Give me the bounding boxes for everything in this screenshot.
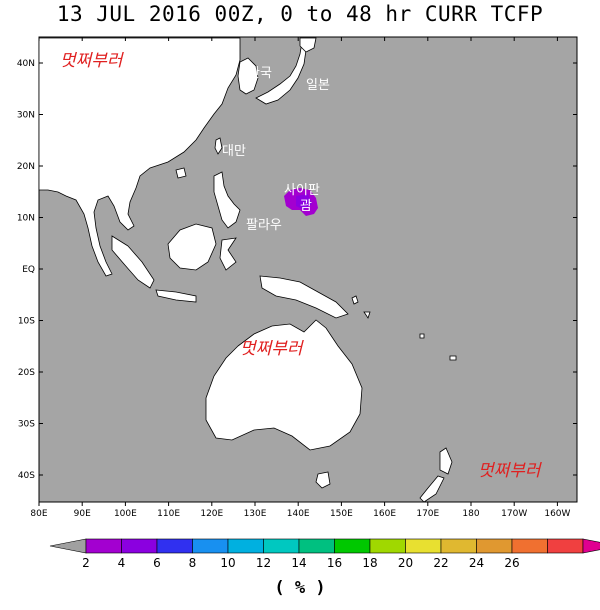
land-masses <box>38 37 457 503</box>
new-zealand-south <box>419 475 445 503</box>
colorbar-label: 10 <box>220 556 235 570</box>
lon-label: 170W <box>501 509 527 519</box>
label-palau: 팔라우 <box>246 218 282 233</box>
tasmania <box>315 471 331 489</box>
colorbar-segment <box>156 538 193 554</box>
colorbar-label: 6 <box>153 556 161 570</box>
colorbar-segment <box>511 538 548 554</box>
australia-landmass <box>205 319 363 451</box>
colorbar-label: 14 <box>291 556 306 570</box>
lat-label: 30N <box>17 111 35 121</box>
colorbar-label: 24 <box>469 556 484 570</box>
lat-label: 10N <box>17 214 35 224</box>
colorbar-segment <box>227 538 264 554</box>
colorbar-segment <box>369 538 406 554</box>
colorbar-segment <box>405 538 442 554</box>
watermark-top-left: 멋쩌부러 <box>60 51 124 71</box>
new-zealand-north <box>439 447 453 475</box>
lon-label: 100E <box>114 509 137 519</box>
colorbar-label: 20 <box>398 556 413 570</box>
colorbar-label: 12 <box>256 556 271 570</box>
colorbar-left-arrow <box>49 538 87 554</box>
latitude-axis: 40N 30N 20N 10N EQ 10S 20S 30S 40S <box>17 59 577 481</box>
sumatra <box>111 235 155 289</box>
lat-label: 20N <box>17 162 35 172</box>
label-japan: 일본 <box>306 78 330 93</box>
lat-label: EQ <box>22 265 35 275</box>
label-saipan: 사이판 <box>284 183 320 198</box>
label-korea: 한국 <box>248 66 272 81</box>
sulawesi <box>219 237 237 271</box>
lon-label: 120E <box>200 509 223 519</box>
colorbar-segment <box>298 538 335 554</box>
probability-blob-core <box>296 194 312 210</box>
lat-label: 20S <box>18 368 35 378</box>
lat-label: 40N <box>17 59 35 69</box>
colorbar-segment <box>85 538 122 554</box>
label-guam: 괌 <box>300 199 312 214</box>
colorbar-label: 2 <box>82 556 90 570</box>
colorbar-label: 22 <box>433 556 448 570</box>
lon-label: 180 <box>462 509 479 519</box>
colorbar-unit: ( % ) <box>274 578 326 598</box>
lon-label: 90E <box>74 509 91 519</box>
lon-label: 160E <box>373 509 396 519</box>
colorbar-label: 4 <box>118 556 126 570</box>
colorbar-segment <box>192 538 229 554</box>
colorbar-segment <box>547 538 584 554</box>
java <box>155 289 197 303</box>
lat-label: 30S <box>18 420 35 430</box>
label-taiwan: 대만 <box>222 144 246 159</box>
pacific-islands <box>351 295 457 361</box>
lon-label: 130E <box>244 509 267 519</box>
colorbar-segment <box>121 538 158 554</box>
lon-label: 80E <box>30 509 47 519</box>
colorbar-label: 18 <box>362 556 377 570</box>
probability-area <box>284 188 318 216</box>
colorbar-label: 8 <box>189 556 197 570</box>
lon-label: 150E <box>330 509 353 519</box>
lat-label: 10S <box>18 317 35 327</box>
korea-landmass <box>237 57 259 95</box>
philippines-landmass <box>213 171 241 229</box>
borneo <box>167 223 217 271</box>
hainan <box>175 167 187 179</box>
colorbar-label: 26 <box>504 556 519 570</box>
lat-label: 40S <box>18 471 35 481</box>
map-title: 13 JUL 2016 00Z, 0 to 48 hr CURR TCFP <box>56 2 544 26</box>
colorbar-segment <box>440 538 477 554</box>
colorbar-segment <box>476 538 513 554</box>
lon-label: 110E <box>157 509 180 519</box>
longitude-axis: 80E 90E 100E 110E 120E 130E 140E 150E 160E 170E 18… <box>30 37 571 519</box>
colorbar: 2 4 6 8 10 12 14 16 18 20 22 24 26 <box>49 538 600 570</box>
hokkaido <box>299 37 317 53</box>
asia-mainland <box>38 37 241 277</box>
lon-label: 140E <box>287 509 310 519</box>
colorbar-label: 16 <box>327 556 342 570</box>
lon-label: 170E <box>416 509 439 519</box>
watermark-bottom-right: 멋쩌부러 <box>478 461 542 481</box>
colorbar-segment <box>263 538 300 554</box>
taiwan-landmass <box>214 137 223 155</box>
new-guinea <box>259 275 349 319</box>
colorbar-segment <box>334 538 371 554</box>
lon-label: 160W <box>544 509 570 519</box>
watermark-center: 멋쩌부러 <box>240 339 304 359</box>
colorbar-right-arrow <box>582 538 600 554</box>
